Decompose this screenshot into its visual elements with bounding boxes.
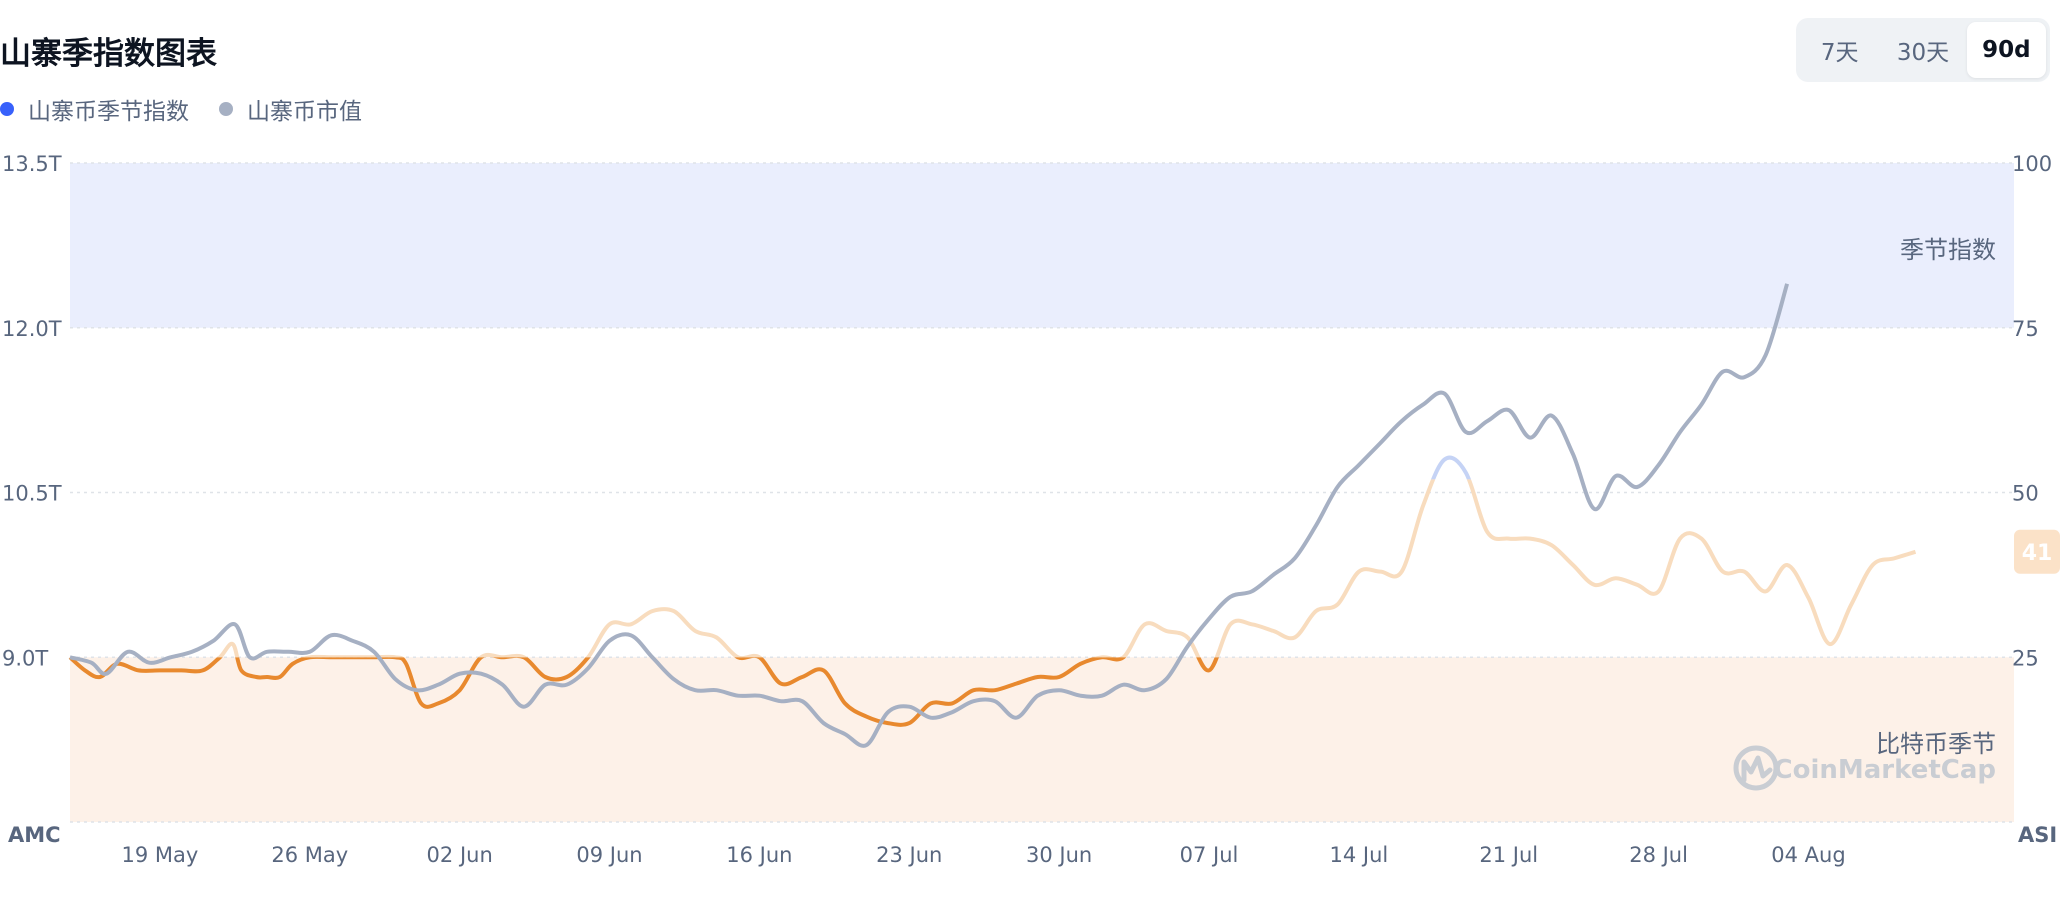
x-axis-ticks: 19 May 26 May 02 Jun 09 Jun 16 Jun 23 Jun 30 J…: [122, 843, 1846, 867]
altseason-index-line: [68, 455, 1917, 727]
x-axis-tick-label: 23 Jun: [876, 843, 942, 867]
right-axis-tick-label: 50: [2012, 482, 2039, 506]
altseason-zone: [70, 163, 2014, 328]
x-axis-tick-label: 30 Jun: [1026, 843, 1092, 867]
chart-legend: 山寨币季节指数 山寨币市值: [0, 92, 362, 126]
x-axis-tick-label: 28 Jul: [1629, 843, 1688, 867]
current-index-value: 41: [2022, 541, 2053, 566]
x-axis-tick-label: 21 Jul: [1479, 843, 1538, 867]
left-axis-tick-label: 13.5T: [2, 152, 62, 176]
left-axis-tick-label: 12.0T: [2, 317, 62, 341]
x-axis-tick-label: 16 Jun: [726, 843, 792, 867]
time-range-selector: 7天 30天 90d: [1796, 18, 2050, 82]
x-axis-tick-label: 09 Jun: [576, 843, 642, 867]
legend-item-altseason-index[interactable]: 山寨币季节指数: [0, 92, 189, 126]
legend-label-altseason-index: 山寨币季节指数: [28, 99, 189, 125]
right-axis-tick-label: 75: [2012, 317, 2039, 341]
bitcoin-season-zone: [70, 657, 2014, 822]
range-90d-button[interactable]: 90d: [1966, 22, 2046, 78]
right-axis-ticks: 25 50 75 100: [2012, 152, 2052, 670]
left-axis-tick-label: 9.0T: [2, 646, 48, 670]
coinmarketcap-logo-icon: [1733, 745, 1779, 791]
altcoin-market-cap-line: [69, 283, 1790, 748]
x-axis-tick-label: 19 May: [122, 843, 199, 867]
right-axis-label: ASI: [2018, 823, 2057, 847]
legend-item-altcoin-market-cap[interactable]: 山寨币市值: [219, 92, 362, 126]
x-axis-tick-label: 14 Jul: [1329, 843, 1388, 867]
left-axis-tick-label: 10.5T: [2, 482, 62, 506]
legend-dot-altcoin-market-cap: [219, 102, 233, 116]
x-axis-tick-label: 07 Jul: [1180, 843, 1239, 867]
index-line-bitcoin-season-segment: [68, 657, 1220, 727]
left-axis-label: AMC: [8, 823, 61, 847]
chart-title: 山寨季指数图表: [0, 36, 217, 72]
x-axis-tick-label: 04 Aug: [1771, 843, 1845, 867]
x-axis-tick-label: 02 Jun: [427, 843, 493, 867]
watermark-text: CoinMarketCap: [1774, 755, 1997, 785]
x-axis-tick-label: 26 May: [271, 843, 348, 867]
legend-dot-altseason-index: [0, 102, 14, 116]
range-30d-button[interactable]: 30天: [1883, 22, 1962, 78]
legend-label-altcoin-market-cap: 山寨币市值: [247, 99, 362, 125]
left-axis-ticks: 9.0T 10.5T 12.0T 13.5T: [2, 152, 62, 670]
altseason-zone-label: 季节指数: [1900, 236, 1996, 264]
index-line-neutral-segment: [70, 479, 1917, 658]
range-7d-button[interactable]: 7天: [1800, 22, 1879, 78]
right-axis-tick-label: 100: [2012, 152, 2052, 176]
right-axis-tick-label: 25: [2012, 646, 2039, 670]
current-index-badge: 41: [2014, 529, 2060, 574]
bitcoin-season-zone-label: 比特币季节: [1876, 730, 1996, 758]
